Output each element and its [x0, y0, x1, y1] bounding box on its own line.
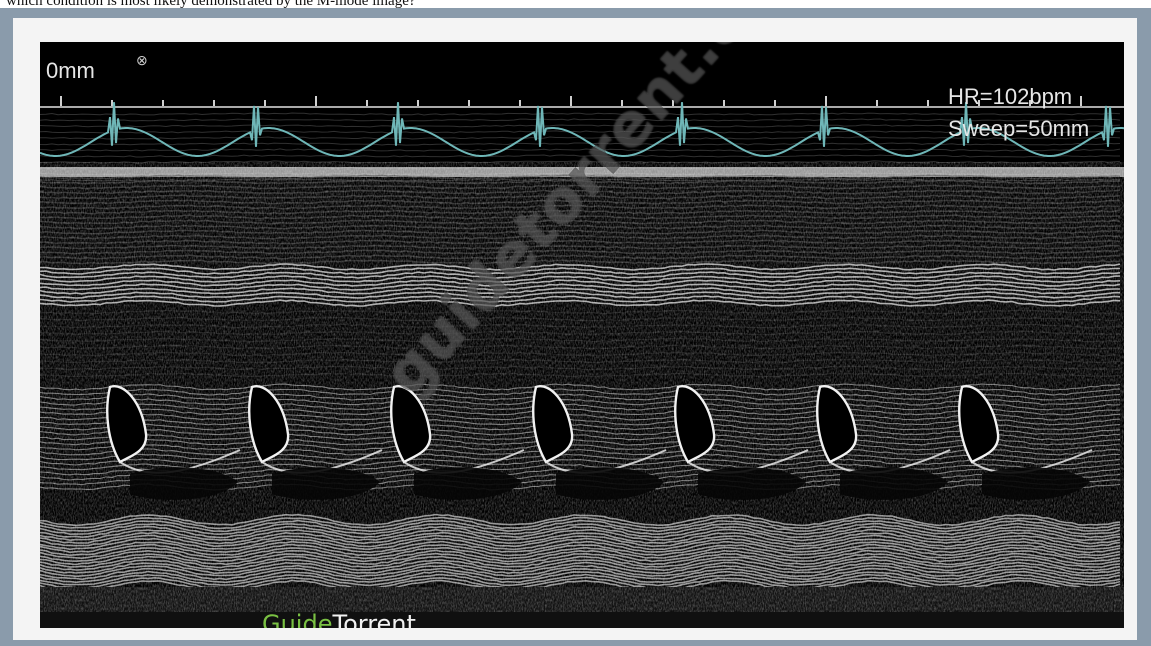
time-tick — [111, 100, 113, 106]
time-tick — [825, 96, 827, 106]
m-mode-image: 0mm ⊗ HR=102bpm Sweep=50mm guidetorrent.… — [40, 42, 1124, 628]
brand-part-guide: Guide — [262, 610, 332, 628]
sweep-label: Sweep=50mm — [948, 116, 1089, 142]
brand-part-torrent: Torrent — [332, 610, 415, 628]
brand-logo: GuideTorrent — [262, 610, 416, 628]
heart-rate-label: HR=102bpm — [948, 84, 1072, 110]
time-tick — [60, 96, 62, 106]
time-tick — [315, 96, 317, 106]
time-tick — [468, 100, 470, 106]
time-tick — [417, 100, 419, 106]
time-tick — [927, 100, 929, 106]
time-tick — [723, 100, 725, 106]
depth-label: 0mm — [46, 58, 95, 84]
settings-icon: ⊗ — [136, 52, 148, 69]
time-tick — [774, 100, 776, 106]
time-tick — [366, 100, 368, 106]
time-tick — [264, 100, 266, 106]
time-tick — [570, 96, 572, 106]
time-tick — [519, 100, 521, 106]
time-tick — [876, 100, 878, 106]
time-tick — [162, 100, 164, 106]
time-tick — [213, 100, 215, 106]
time-tick — [1080, 96, 1082, 106]
